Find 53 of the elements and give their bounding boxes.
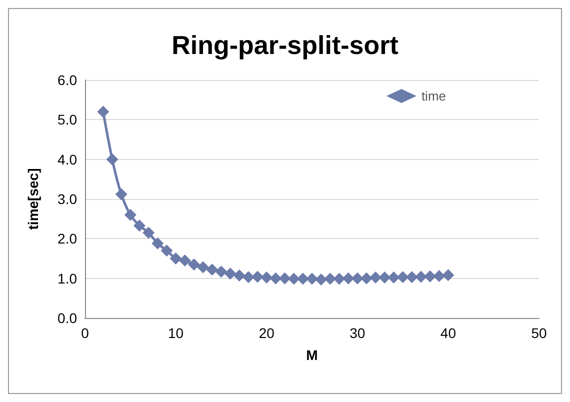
- y-tick-label: 4.0: [58, 151, 78, 168]
- point: [296, 272, 309, 285]
- x-tick-label: 0: [81, 325, 90, 341]
- y-axis-title: time[sec]: [25, 168, 41, 230]
- point: [160, 244, 173, 257]
- point: [278, 272, 291, 284]
- point: [396, 271, 409, 284]
- point: [106, 153, 118, 166]
- x-tick-label: 20: [258, 325, 275, 341]
- x-tick-label: 30: [350, 325, 366, 341]
- point: [324, 272, 336, 285]
- point: [115, 188, 128, 200]
- point: [152, 237, 164, 250]
- y-tick-label: 1.0: [58, 270, 78, 286]
- x-axis-title: M: [306, 347, 318, 363]
- point: [306, 272, 318, 285]
- chart-title: Ring-par-split-sort: [172, 30, 399, 60]
- point: [215, 266, 228, 278]
- y-tick-label: 6.0: [58, 72, 78, 88]
- point: [142, 226, 155, 239]
- point: [260, 272, 273, 284]
- point: [170, 252, 182, 264]
- point: [178, 254, 191, 266]
- legend-label: time: [421, 88, 446, 104]
- x-tick-label: 10: [168, 325, 184, 341]
- point: [333, 272, 346, 285]
- point: [433, 270, 446, 282]
- y-tick-label: 5.0: [58, 112, 78, 128]
- point: [124, 208, 136, 221]
- point: [388, 272, 400, 284]
- point: [233, 270, 246, 282]
- point: [224, 268, 236, 280]
- point: [206, 264, 218, 276]
- point: [97, 106, 110, 118]
- point: [288, 272, 300, 285]
- y-tick-label: 0.0: [58, 310, 78, 326]
- point: [442, 269, 454, 282]
- point: [242, 271, 254, 284]
- point: [342, 272, 354, 284]
- x-tick-label: 40: [440, 325, 456, 341]
- point: [197, 261, 210, 274]
- y-tick-label: 2.0: [58, 230, 78, 247]
- point: [252, 270, 264, 283]
- point: [133, 220, 146, 232]
- point: [351, 272, 364, 284]
- point: [315, 274, 328, 286]
- point: [406, 271, 418, 284]
- point: [188, 258, 200, 270]
- x-tick-label: 50: [531, 325, 547, 341]
- point: [270, 272, 282, 284]
- point: [414, 270, 427, 283]
- y-tick-label: 3.0: [58, 191, 78, 207]
- point: [424, 270, 436, 282]
